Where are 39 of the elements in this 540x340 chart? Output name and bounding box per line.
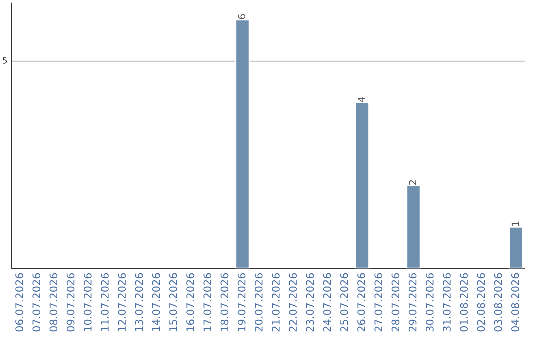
x-tick-label: 21.07.2026 xyxy=(272,273,280,332)
ref-line-label: 5 xyxy=(3,58,7,64)
x-tick-label: 16.07.2026 xyxy=(186,273,194,332)
x-tick-label: 25.07.2026 xyxy=(340,273,348,332)
x-tick-label: 01.08.2026 xyxy=(460,273,468,332)
bar xyxy=(235,19,250,269)
x-tick-label: 28.07.2026 xyxy=(392,273,400,332)
data-label: 1 xyxy=(512,222,520,226)
x-tick-label: 11.07.2026 xyxy=(101,273,109,332)
x-tick-label: 15.07.2026 xyxy=(169,273,178,332)
x-tick-label: 14.07.2026 xyxy=(152,273,160,332)
x-tick-label: 09.07.2026 xyxy=(66,273,75,332)
x-tick-label: 24.07.2026 xyxy=(323,273,332,332)
x-tick-label: 13.07.2026 xyxy=(135,273,144,332)
x-tick-label: 26.07.2026 xyxy=(358,273,366,332)
x-tick-label: 06.07.2026 xyxy=(16,273,24,332)
bar xyxy=(508,226,524,269)
x-tick-label: 23.07.2026 xyxy=(306,273,314,332)
x-tick-label: 20.07.2026 xyxy=(254,273,263,332)
data-label: 4 xyxy=(358,97,366,102)
data-label: 6 xyxy=(238,14,246,20)
x-tick-label: 04.08.2026 xyxy=(511,273,520,332)
x-tick-label: 03.08.2026 xyxy=(494,273,502,332)
x-tick-label: 27.07.2026 xyxy=(374,273,383,332)
x-tick-label: 02.08.2026 xyxy=(477,273,486,332)
x-tick-label: 19.07.2026 xyxy=(238,273,246,332)
x-tick-label: 17.07.2026 xyxy=(204,273,212,332)
x-tick-label: 31.07.2026 xyxy=(443,273,451,332)
x-tick-label: 10.07.2026 xyxy=(84,273,92,332)
x-tick-label: 07.07.2026 xyxy=(32,273,41,332)
bar xyxy=(354,102,370,269)
x-tick-label: 30.07.2026 xyxy=(426,273,434,332)
x-tick-label: 12.07.2026 xyxy=(118,273,126,332)
data-label: 2 xyxy=(409,180,416,186)
bar xyxy=(406,185,422,269)
x-tick-label: 22.07.2026 xyxy=(289,273,298,332)
x-tick-label: 29.07.2026 xyxy=(408,273,417,332)
x-tick-label: 08.07.2026 xyxy=(50,273,58,332)
x-tick-label: 18.07.2026 xyxy=(220,273,229,332)
